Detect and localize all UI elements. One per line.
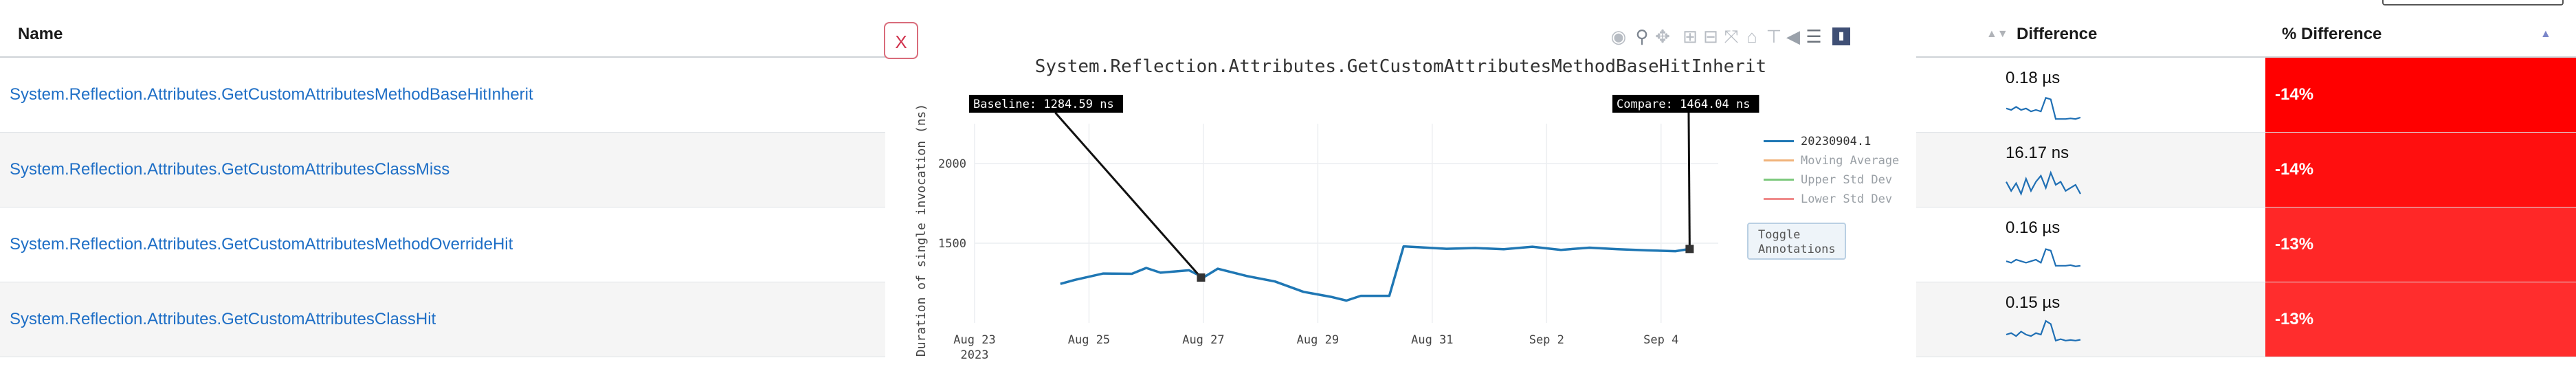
annotation-box — [969, 95, 1123, 113]
x-tick-label: Sep 2 — [1529, 333, 1564, 347]
annotation-box — [1612, 95, 1759, 113]
pct-difference-cell: -13% — [2265, 282, 2576, 357]
legend-swatch — [1764, 140, 1794, 142]
legend-swatch — [1764, 198, 1794, 200]
plotly-logo-icon[interactable]: ▮ — [1832, 27, 1850, 45]
legend-label: Moving Average — [1801, 154, 1900, 168]
pct-difference-cell: -14% — [2265, 133, 2576, 207]
sort-icon[interactable]: ▲▼ — [1986, 28, 2008, 40]
close-button[interactable]: X — [884, 22, 918, 59]
annotation: Baseline: 1284.59 ns — [969, 95, 1206, 282]
x-tick-label: Aug 29 — [1297, 333, 1339, 347]
y-axis-label: Duration of single invocation (ns) — [914, 104, 929, 357]
sparkline-series — [2006, 170, 2081, 196]
difference-value: 16.17 ns — [2006, 144, 2069, 162]
search-box[interactable] — [2382, 0, 2564, 5]
pct-difference-value: -14% — [2275, 85, 2314, 104]
x-tick-label: Aug 27 — [1182, 333, 1224, 347]
pan-icon[interactable]: ✥ — [1655, 26, 1670, 47]
legend-label: Upper Std Dev — [1801, 173, 1893, 187]
sparkline[interactable] — [2006, 242, 2081, 276]
chart-title: System.Reflection.Attributes.GetCustomAt… — [1034, 56, 1767, 77]
zoom-in-icon[interactable]: ⊞ — [1683, 26, 1698, 47]
series-line-20230904-1 — [1060, 245, 1690, 302]
pct-difference-cell: -13% — [2265, 207, 2576, 282]
hover-closest-icon[interactable]: ◀ — [1786, 26, 1800, 47]
zoom-out-icon[interactable]: ⊟ — [1703, 26, 1718, 47]
difference-cell: 0.16 µs — [2000, 207, 2089, 282]
zoom-icon[interactable]: ⚲ — [1635, 26, 1649, 47]
camera-icon[interactable]: ◉ — [1610, 26, 1627, 47]
pct-difference-value: -13% — [2275, 310, 2314, 328]
pct-difference-value: -13% — [2275, 235, 2314, 254]
header-name[interactable]: Name — [18, 25, 63, 43]
legend-swatch — [1764, 159, 1794, 161]
y-tick-label: 2000 — [938, 157, 966, 171]
spike-lines-icon[interactable]: ⊤ — [1766, 26, 1782, 47]
y-tick-label: 1500 — [938, 237, 966, 251]
x-tick-label: Aug 23 — [953, 333, 995, 347]
sparkline-series — [2006, 319, 2081, 342]
header-difference[interactable]: Difference — [2017, 25, 2098, 43]
toggle-annotations-button[interactable]: Toggle Annotations — [1747, 223, 1846, 260]
difference-value: 0.18 µs — [2006, 69, 2061, 87]
difference-value: 0.15 µs — [2006, 293, 2061, 312]
legend-swatch — [1764, 179, 1794, 181]
legend-label: Lower Std Dev — [1801, 192, 1893, 206]
grid — [974, 124, 1718, 323]
home-icon[interactable]: ⌂ — [1746, 26, 1757, 47]
difference-cell: 16.17 ns — [2000, 133, 2089, 207]
header-pct-difference[interactable]: % Difference — [2282, 25, 2382, 43]
pct-difference-value: -14% — [2275, 160, 2314, 179]
sparkline-series — [2006, 97, 2081, 120]
annotation-arrow — [1054, 112, 1202, 278]
sort-asc-icon[interactable]: ▲ — [2540, 28, 2551, 40]
chart-modal — [885, 0, 1916, 371]
difference-cell: 0.15 µs — [2000, 282, 2089, 357]
benchmark-link[interactable]: System.Reflection.Attributes.GetCustomAt… — [10, 310, 436, 328]
table-row: System.Reflection.Attributes.GetCustomAt… — [0, 58, 2576, 133]
sparkline[interactable] — [2006, 167, 2081, 201]
benchmark-link[interactable]: System.Reflection.Attributes.GetCustomAt… — [10, 235, 513, 254]
table-row: System.Reflection.Attributes.GetCustomAt… — [0, 207, 2576, 282]
legend-label: 20230904.1 — [1801, 135, 1872, 148]
annotation-marker — [1197, 273, 1206, 282]
x-tick-label: 2023 — [961, 348, 989, 362]
x-tick-label: Aug 25 — [1068, 333, 1110, 347]
sparkline-series — [2006, 248, 2081, 267]
pct-difference-cell: -14% — [2265, 58, 2576, 132]
annotation-marker — [1685, 245, 1694, 254]
annotation: Compare: 1464.04 ns — [1612, 95, 1759, 254]
x-tick-label: Sep 4 — [1643, 333, 1678, 347]
annotation-label: Compare: 1464.04 ns — [1617, 98, 1750, 111]
sparkline[interactable] — [2006, 92, 2081, 126]
autoscale-icon[interactable]: ⤧ — [1724, 26, 1739, 47]
difference-cell: 0.18 µs — [2000, 58, 2089, 132]
sparkline[interactable] — [2006, 317, 2081, 351]
benchmark-link[interactable]: System.Reflection.Attributes.GetCustomAt… — [10, 85, 533, 104]
annotation-label: Baseline: 1284.59 ns — [973, 98, 1114, 111]
x-tick-label: Aug 31 — [1411, 333, 1453, 347]
benchmark-link[interactable]: System.Reflection.Attributes.GetCustomAt… — [10, 160, 450, 179]
difference-value: 0.16 µs — [2006, 218, 2061, 237]
hover-compare-icon[interactable]: ☰ — [1806, 26, 1822, 47]
